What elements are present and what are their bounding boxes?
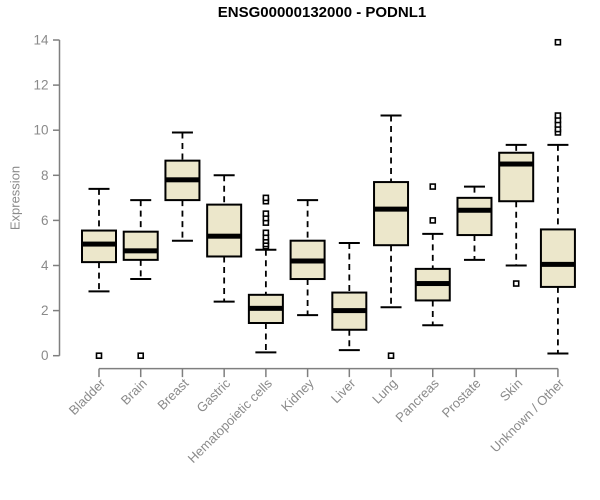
category-label: Gastric — [194, 375, 234, 415]
median-line — [540, 261, 575, 267]
outlier-point — [429, 217, 437, 224]
category-label: Unknown / Other — [487, 375, 567, 455]
y-tick-label: 12 — [33, 78, 48, 93]
box-lung — [373, 181, 410, 247]
outlier-point — [387, 352, 395, 360]
median-line — [290, 258, 325, 264]
median-line — [457, 207, 492, 213]
box-prostate — [456, 196, 493, 237]
category-label: Prostate — [439, 376, 484, 421]
category-label: Brain — [118, 376, 150, 408]
median-line — [123, 248, 158, 254]
median-line — [207, 233, 242, 239]
chart-title: ENSG00000132000 - PODNL1 — [217, 4, 427, 21]
category-label: Skin — [497, 376, 525, 404]
category-label: Pancreas — [392, 375, 442, 425]
outlier-point — [512, 280, 520, 287]
median-line — [415, 281, 450, 287]
median-line — [374, 206, 409, 212]
outlier-point — [554, 38, 562, 46]
outlier-point — [95, 352, 103, 360]
y-tick-label: 2 — [41, 303, 49, 318]
median-line — [499, 161, 534, 167]
outlier-point — [137, 352, 145, 360]
y-tick-label: 0 — [41, 348, 49, 363]
outlier-point — [262, 210, 270, 217]
box-unknown-other — [539, 228, 576, 288]
y-tick-label: 4 — [41, 258, 49, 273]
median-line — [332, 308, 367, 314]
category-label: Bladder — [66, 375, 109, 418]
y-tick-label: 10 — [33, 123, 48, 138]
outlier-point — [429, 183, 437, 190]
category-label: Liver — [328, 375, 359, 406]
y-tick-label: 8 — [41, 168, 49, 183]
y-tick-label: 14 — [33, 33, 49, 48]
category-label: Breast — [154, 375, 191, 412]
outlier-point — [554, 112, 562, 119]
box-brain — [122, 230, 159, 261]
median-line — [165, 177, 200, 183]
category-label: Kidney — [278, 375, 317, 414]
category-label: Lung — [369, 376, 400, 407]
box-skin — [498, 151, 535, 203]
outlier-point — [262, 194, 270, 202]
outlier-point — [262, 229, 270, 237]
median-line — [82, 241, 116, 247]
y-tick-label: 6 — [41, 213, 49, 228]
box-gastric — [206, 203, 243, 258]
median-line — [248, 305, 283, 311]
